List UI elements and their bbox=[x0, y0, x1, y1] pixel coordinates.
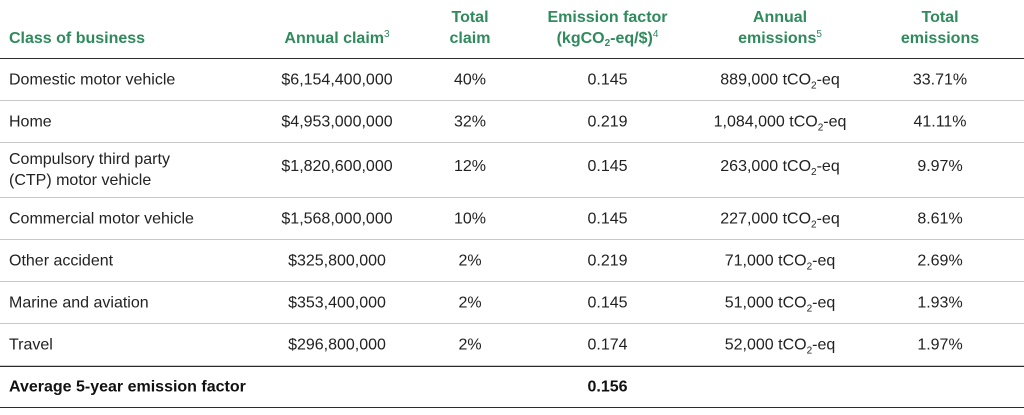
cell-total-emissions: 2.69% bbox=[917, 252, 963, 269]
cell-emission-factor: 0.174 bbox=[587, 336, 628, 353]
cell-business: Compulsory third party (CTP) motor vehic… bbox=[9, 151, 170, 189]
cell-total-claim: 32% bbox=[453, 113, 487, 130]
cell-business: Domestic motor vehicle bbox=[9, 71, 176, 88]
cell-total-claim: 12% bbox=[453, 158, 487, 175]
cell-business: Travel bbox=[9, 336, 53, 353]
cell-annual-emissions: 71,000 tCO2-eq bbox=[724, 252, 836, 272]
header-total-emissions: Total emissions bbox=[900, 9, 980, 47]
cell-emission-factor: 0.145 bbox=[587, 71, 628, 88]
table-row: Commercial motor vehicle $1,568,000,000 10… bbox=[0, 198, 1024, 240]
cell-total-claim: 40% bbox=[453, 71, 487, 88]
table-footer: Average 5-year emission factor 0.156 bbox=[0, 366, 1024, 408]
header-annual-emissions: Annual emissions5 bbox=[738, 9, 822, 47]
cell-business: Other accident bbox=[9, 252, 114, 269]
cell-total-claim: 2% bbox=[458, 252, 482, 269]
table-body: Domestic motor vehicle $6,154,400,000 40% 0… bbox=[0, 59, 1024, 366]
header-class-of-business: Class of business bbox=[9, 30, 146, 47]
cell-total-emissions: 33.71% bbox=[912, 71, 968, 88]
cell-annual-emissions: 1,084,000 tCO2-eq bbox=[713, 113, 847, 133]
footnote-5: 5 bbox=[816, 29, 822, 40]
cell-annual-emissions: 52,000 tCO2-eq bbox=[724, 336, 836, 356]
footer-label: Average 5-year emission factor bbox=[9, 378, 246, 396]
cell-emission-factor: 0.219 bbox=[587, 113, 628, 130]
cell-annual-claim: $4,953,000,000 bbox=[281, 113, 393, 130]
table-row: Domestic motor vehicle $6,154,400,000 40% 0… bbox=[0, 59, 1024, 101]
cell-annual-emissions: 227,000 tCO2-eq bbox=[720, 210, 840, 230]
table-row: Other accident $325,800,000 2% 0.219 71,000 … bbox=[0, 240, 1024, 282]
cell-annual-claim: $325,800,000 bbox=[288, 252, 386, 269]
table-row: Home $4,953,000,000 32% 0.219 1,084,000 tCO2… bbox=[0, 101, 1024, 143]
cell-annual-claim: $353,400,000 bbox=[288, 294, 386, 311]
cell-annual-claim: $1,820,600,000 bbox=[281, 158, 393, 175]
cell-annual-claim: $296,800,000 bbox=[288, 336, 386, 353]
cell-total-claim: 10% bbox=[453, 210, 487, 227]
cell-business: Commercial motor vehicle bbox=[9, 210, 194, 227]
header-total-claim: Total claim bbox=[449, 9, 491, 47]
cell-total-emissions: 8.61% bbox=[917, 210, 963, 227]
cell-emission-factor: 0.145 bbox=[587, 158, 628, 175]
header-annual-claim: Annual claim3 bbox=[284, 29, 390, 48]
footer-value: 0.156 bbox=[587, 378, 628, 396]
cell-annual-claim: $1,568,000,000 bbox=[281, 210, 393, 227]
cell-annual-emissions: 51,000 tCO2-eq bbox=[724, 294, 836, 314]
cell-annual-emissions: 263,000 tCO2-eq bbox=[720, 158, 840, 178]
cell-total-claim: 2% bbox=[458, 336, 482, 353]
cell-emission-factor: 0.219 bbox=[587, 252, 628, 269]
table-header: Class of business Annual claim3 Total cl… bbox=[0, 0, 1024, 59]
cell-total-emissions: 1.97% bbox=[917, 336, 963, 353]
table-row: Travel $296,800,000 2% 0.174 52,000 tCO2-eq 1… bbox=[0, 324, 1024, 366]
table-row: Marine and aviation $353,400,000 2% 0.145 51… bbox=[0, 282, 1024, 324]
header-emission-factor: Emission factor (kgCO2-eq/$)4 bbox=[547, 9, 668, 49]
footnote-4: 4 bbox=[652, 29, 659, 40]
cell-annual-emissions: 889,000 tCO2-eq bbox=[720, 71, 840, 91]
cell-annual-claim: $6,154,400,000 bbox=[281, 71, 393, 88]
cell-emission-factor: 0.145 bbox=[587, 294, 628, 311]
table-row: Compulsory third party (CTP) motor vehic… bbox=[0, 143, 1024, 198]
cell-total-emissions: 9.97% bbox=[917, 158, 963, 175]
cell-total-emissions: 1.93% bbox=[917, 294, 963, 311]
footnote-3: 3 bbox=[384, 29, 390, 40]
cell-emission-factor: 0.145 bbox=[587, 210, 628, 227]
cell-business: Marine and aviation bbox=[9, 294, 149, 311]
cell-total-claim: 2% bbox=[458, 294, 482, 311]
cell-total-emissions: 41.11% bbox=[913, 113, 967, 130]
cell-business: Home bbox=[9, 113, 52, 130]
